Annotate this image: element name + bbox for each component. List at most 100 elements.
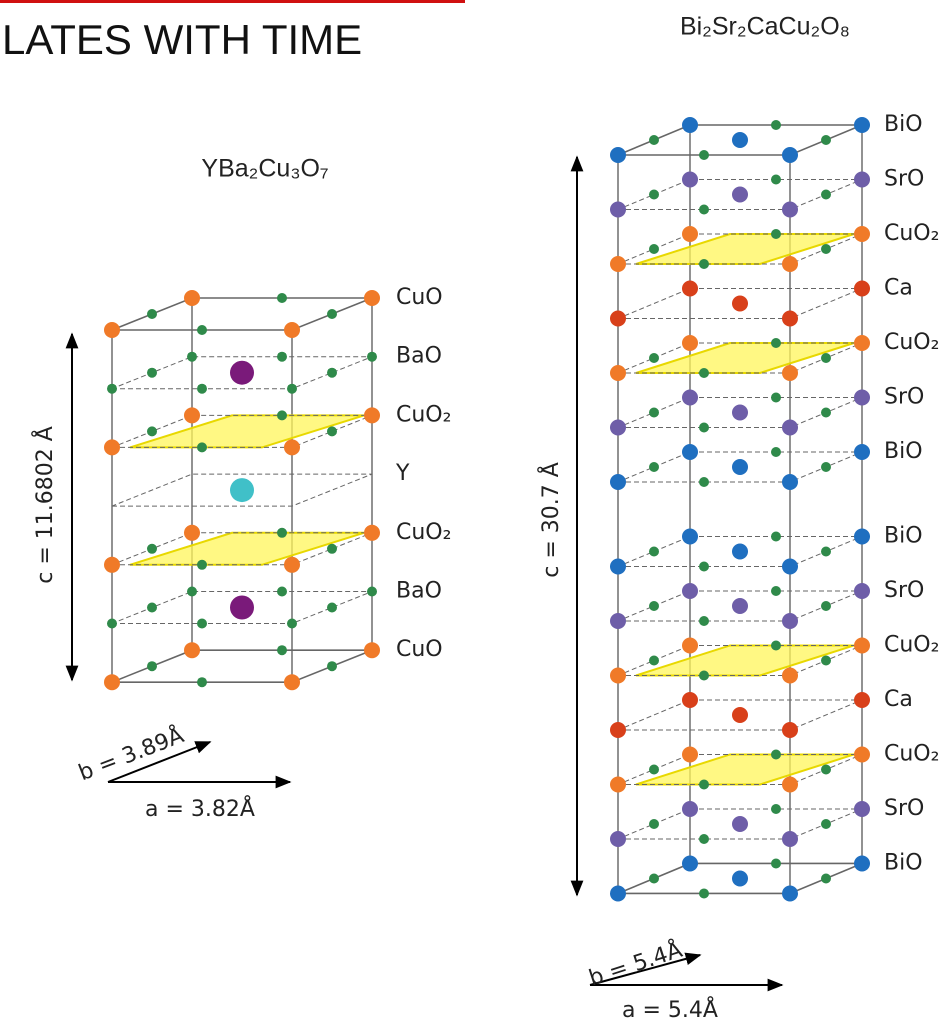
oxygen-atom [699,888,709,898]
metal-atom [682,281,698,297]
metal-atom [184,290,200,306]
oxygen-atom [327,426,337,436]
crystal-cells: CuOBaOCuO₂YCuO₂BaOCuOBiOSrOCuO₂CaCuO₂SrO… [104,112,939,901]
oxygen-atom [197,677,207,687]
oxygen-atom [649,190,659,200]
oxygen-atom [147,368,157,378]
metal-atom [782,474,798,490]
c-label: c = 30.7 Å [537,462,564,578]
metal-atom [230,361,254,385]
metal-atom [732,405,748,421]
layer-label: CuO₂ [884,741,939,766]
metal-atom [682,528,698,544]
a-label: a = 3.82Å [145,795,255,822]
oxygen-atom [327,544,337,554]
metal-atom [782,722,798,738]
header-title: LATES WITH TIME [2,16,362,63]
oxygen-atom [699,259,709,269]
layer-label: Y [395,461,410,486]
metal-atom [854,692,870,708]
oxygen-atom [821,873,831,883]
layer-label: BiO [884,850,923,875]
metal-atom [610,885,626,901]
metal-atom [610,613,626,629]
oxygen-atom [771,804,781,814]
oxygen-atom [649,462,659,472]
metal-atom [364,525,380,541]
oxygen-atom [277,587,287,597]
metal-atom [782,147,798,163]
layer-label: SrO [884,796,924,821]
metal-atom [732,816,748,832]
metal-atom [610,311,626,327]
oxygen-atom [821,655,831,665]
metal-atom [782,667,798,683]
metal-atom [682,390,698,406]
metal-atom [782,365,798,381]
oxygen-atom [187,587,197,597]
oxygen-atom [107,384,117,394]
oxygen-atom [699,561,709,571]
metal-atom [682,226,698,242]
oxygen-atom [277,410,287,420]
metal-atom [854,746,870,762]
metal-atom [682,335,698,351]
metal-atom [682,117,698,133]
metal-atom [732,870,748,886]
oxygen-atom [771,175,781,185]
oxygen-atom [147,309,157,319]
oxygen-atom [699,205,709,215]
metal-atom [682,637,698,653]
oxygen-atom [649,655,659,665]
metal-atom [104,674,120,690]
oxygen-atom [277,645,287,655]
oxygen-atom [649,135,659,145]
oxygen-atom [649,764,659,774]
metal-atom [230,596,254,620]
metal-atom [782,613,798,629]
metal-atom [732,459,748,475]
oxygen-atom [821,819,831,829]
oxygen-atom [771,531,781,541]
metal-atom [682,583,698,599]
metal-atom [284,674,300,690]
layer-label: CuO [396,285,443,310]
oxygen-atom [649,819,659,829]
metal-atom [610,667,626,683]
oxygen-atom [327,603,337,613]
metal-atom [104,322,120,338]
metal-atom [610,831,626,847]
metal-atom [284,557,300,573]
metal-atom [854,226,870,242]
metal-atom [284,439,300,455]
metal-atom [782,558,798,574]
formula: Bi₂Sr₂CaCu₂O₈ [680,13,850,41]
oxygen-atom [197,325,207,335]
oxygen-atom [649,244,659,254]
metal-atom [230,478,254,502]
metal-atom [782,885,798,901]
oxygen-atom [649,546,659,556]
oxygen-atom [649,601,659,611]
unit-cell: BiOSrOCuO₂CaCuO₂SrOBiOBiOSrOCuO₂CaCuO₂Sr… [610,112,939,901]
oxygen-atom [277,528,287,538]
page: LATES WITH TIME YBa₂Cu₃O₇ Bi₂Sr₂CaCu₂O₈ … [0,0,948,1023]
oxygen-atom [699,477,709,487]
oxygen-atom [821,190,831,200]
oxygen-atom [187,352,197,362]
metal-atom [782,202,798,218]
oxygen-atom [699,368,709,378]
b-label: b = 3.89Å [75,721,188,786]
metal-atom [610,420,626,436]
metal-atom [854,528,870,544]
oxygen-atom [277,352,287,362]
metal-atom [682,801,698,817]
layer-label: BaO [396,579,442,604]
oxygen-atom [287,619,297,629]
metal-atom [610,722,626,738]
oxygen-atom [277,293,287,303]
oxygen-atom [287,384,297,394]
oxygen-atom [771,749,781,759]
metal-atom [782,256,798,272]
oxygen-atom [771,640,781,650]
